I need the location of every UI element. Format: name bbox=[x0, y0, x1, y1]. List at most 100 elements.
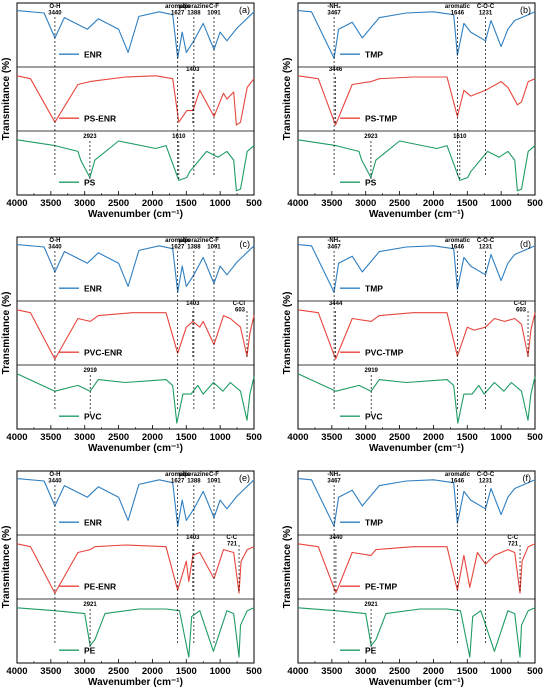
peak-label: 2921 bbox=[83, 602, 97, 608]
peak-label: 3440 bbox=[48, 245, 62, 251]
x-tick-label: 500 bbox=[246, 666, 262, 677]
x-tick-label: 2500 bbox=[389, 198, 410, 209]
peak-label: 603 bbox=[516, 308, 527, 314]
x-tick-label: 1000 bbox=[210, 198, 231, 209]
peak-label: 603 bbox=[235, 308, 246, 314]
peak-label: 1231 bbox=[479, 479, 493, 485]
chart-panel-d bbox=[297, 236, 536, 430]
x-tick-label: 4000 bbox=[6, 432, 27, 443]
peak-label: 1388 bbox=[187, 479, 201, 485]
x-tick-label: 3000 bbox=[355, 666, 376, 677]
x-tick-label: 3000 bbox=[355, 432, 376, 443]
peak-label: 1646 bbox=[451, 479, 465, 485]
x-tick-label: 3500 bbox=[321, 198, 342, 209]
series-line-ps bbox=[297, 139, 536, 192]
peak-label: -NH₂ bbox=[327, 238, 341, 244]
x-tick-label: 1500 bbox=[176, 666, 197, 677]
series-line-ps-enr bbox=[16, 75, 255, 126]
x-axis-label: Wavenumber (cm⁻¹) bbox=[369, 443, 464, 454]
peak-label: 2919 bbox=[365, 368, 379, 374]
peak-label: 3467 bbox=[327, 11, 341, 17]
x-tick-label: 3500 bbox=[40, 666, 61, 677]
x-tick-label: 2000 bbox=[423, 432, 444, 443]
peak-label: C-Cl bbox=[233, 301, 246, 307]
peak-label: 2923 bbox=[364, 134, 378, 140]
peak-label: 2923 bbox=[83, 134, 97, 140]
x-tick-label: 4000 bbox=[287, 198, 308, 209]
series-line-pvc-tmp bbox=[297, 309, 536, 360]
x-axis-label: Wavenumber (cm⁻¹) bbox=[88, 443, 183, 454]
legend-label: PVC-ENR bbox=[84, 348, 122, 358]
peak-label: aromatic bbox=[165, 472, 191, 478]
series-line-pe-tmp bbox=[297, 543, 536, 594]
x-tick-label: 2500 bbox=[389, 666, 410, 677]
peak-label: 1646 bbox=[451, 11, 465, 17]
panel-label: (f) bbox=[523, 473, 532, 483]
legend-label: PE bbox=[84, 646, 96, 656]
x-tick-label: 2500 bbox=[108, 432, 129, 443]
chart-panel-b bbox=[297, 2, 536, 196]
x-tick-label: 500 bbox=[527, 432, 543, 443]
series-line-enr bbox=[16, 244, 255, 293]
peak-label: 3467 bbox=[327, 479, 341, 485]
peak-label: 1403 bbox=[186, 67, 200, 73]
x-tick-label: 500 bbox=[527, 198, 543, 209]
x-tick-label: 2000 bbox=[423, 666, 444, 677]
series-line-pvc-enr bbox=[16, 309, 255, 360]
peak-label: 1627 bbox=[171, 11, 185, 17]
peak-label: piperazine bbox=[179, 4, 209, 10]
x-axis-label: Wavenumber (cm⁻¹) bbox=[88, 677, 183, 688]
legend-label: PS bbox=[84, 178, 96, 188]
peak-label: 3444 bbox=[329, 301, 343, 307]
peak-label: 3440 bbox=[48, 479, 62, 485]
x-tick-label: 1500 bbox=[176, 198, 197, 209]
x-tick-label: 3000 bbox=[355, 198, 376, 209]
x-tick-label: 1000 bbox=[491, 198, 512, 209]
legend-label: TMP bbox=[365, 518, 383, 528]
peak-label: 3440 bbox=[48, 11, 62, 17]
legend-label: ENR bbox=[84, 284, 102, 294]
x-tick-label: 2000 bbox=[142, 198, 163, 209]
peak-label: O-H bbox=[49, 4, 60, 10]
peak-label: 721 bbox=[227, 542, 238, 548]
x-tick-label: 500 bbox=[527, 666, 543, 677]
peak-label: 721 bbox=[508, 542, 519, 548]
legend-label: PE-ENR bbox=[84, 582, 116, 592]
x-tick-label: 500 bbox=[246, 198, 262, 209]
legend-label: PS-ENR bbox=[84, 114, 116, 124]
x-axis-label: Wavenumber (cm⁻¹) bbox=[88, 209, 183, 220]
x-tick-label: 3000 bbox=[74, 198, 95, 209]
peak-label: aromatic bbox=[445, 472, 471, 478]
legend-label: PVC bbox=[365, 412, 382, 422]
panel-label: (a) bbox=[239, 5, 250, 15]
x-tick-label: 3500 bbox=[40, 432, 61, 443]
y-axis-label: Transmitance (%) bbox=[1, 58, 12, 141]
peak-label: 1388 bbox=[187, 245, 201, 251]
series-line-ps-tmp bbox=[297, 75, 536, 126]
series-line-pvc bbox=[297, 373, 536, 424]
peak-label: C-Cl bbox=[514, 301, 527, 307]
series-line-pe-enr bbox=[16, 543, 255, 594]
peak-label: 1231 bbox=[479, 245, 493, 251]
peak-label: 1091 bbox=[207, 479, 221, 485]
peak-label: C-F bbox=[209, 238, 219, 244]
x-tick-label: 1000 bbox=[491, 432, 512, 443]
x-tick-label: 1500 bbox=[457, 198, 478, 209]
x-tick-label: 1000 bbox=[491, 666, 512, 677]
peak-label: aromatic bbox=[165, 4, 191, 10]
panel-label: (e) bbox=[239, 473, 250, 483]
peak-label: C-O-C bbox=[477, 4, 495, 10]
plot-frame bbox=[297, 236, 536, 430]
peak-label: C-C bbox=[226, 535, 237, 541]
series-line-enr bbox=[16, 10, 255, 59]
x-tick-label: 1500 bbox=[457, 666, 478, 677]
peak-label: C-C bbox=[507, 535, 518, 541]
x-tick-label: 2000 bbox=[423, 198, 444, 209]
legend-label: PS-TMP bbox=[365, 114, 397, 124]
y-axis-label: Transmitance (%) bbox=[282, 292, 293, 375]
y-axis-label: Transmitance (%) bbox=[1, 526, 12, 609]
x-tick-label: 1500 bbox=[457, 432, 478, 443]
peak-label: O-H bbox=[49, 472, 60, 478]
x-axis-label: Wavenumber (cm⁻¹) bbox=[369, 677, 464, 688]
chart-panel-e bbox=[16, 470, 255, 664]
